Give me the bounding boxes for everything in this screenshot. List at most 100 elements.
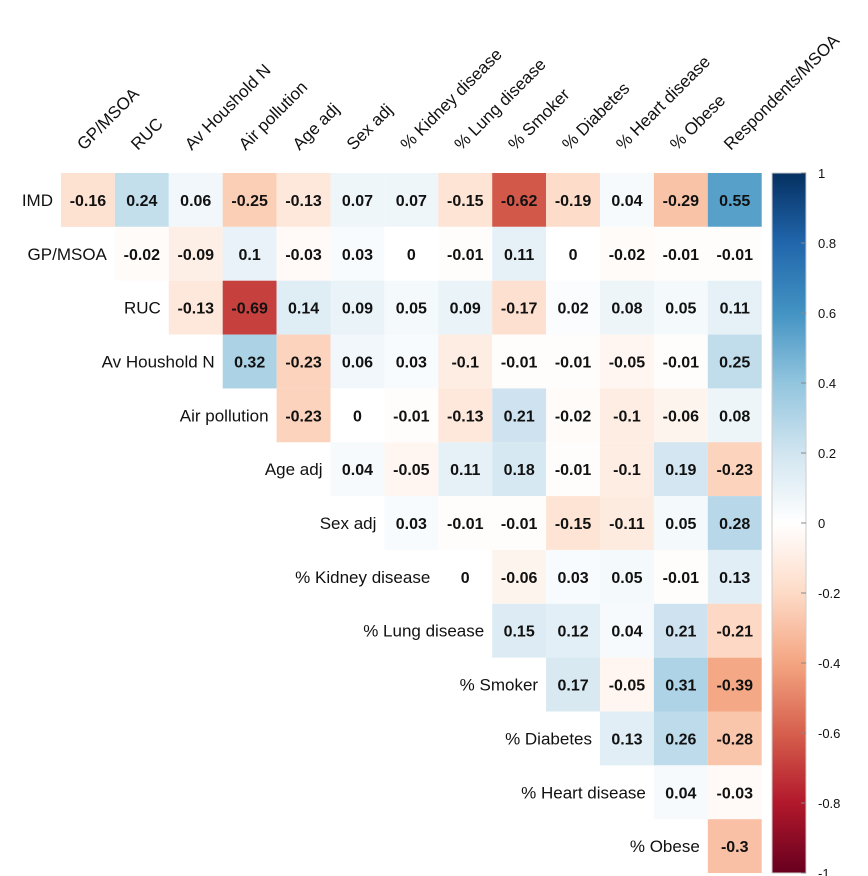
cell-value-label: 0.09 [342,301,373,318]
heatmap-cell [276,280,331,335]
cell-value-label: -0.15 [447,193,484,210]
cell-value-label: 0.21 [504,408,535,425]
heatmap-cell [168,173,223,227]
column-label: % Lung disease [451,55,550,154]
cell-value-label: -0.39 [717,678,754,695]
colorbar-tick-label: 1 [818,166,825,181]
cell-value-label: 0.03 [342,247,373,264]
row-label: % Kidney disease [295,568,430,587]
heatmap-cell [222,280,277,335]
cell-value-label: 0.05 [396,301,427,318]
heatmap-cell [707,657,762,712]
cell-value-label: 0.17 [557,678,588,695]
heatmap-cell [492,549,547,604]
row-label: GP/MSOA [28,245,108,264]
row-label: RUC [124,299,161,318]
heatmap-cell [546,442,600,497]
cell-value-label: -0.02 [609,247,646,264]
colorbar: 1 0.8 0.6 0.4 0.2 0 -0.2 -0.4 -0.6 -0.8 -1 [771,166,840,876]
cell-value-label: -0.01 [555,354,592,371]
cell-value-label: -0.19 [555,193,592,210]
cell-value-label: -0.01 [555,462,592,479]
colorbar-tick-label: -0.6 [818,726,840,741]
heatmap-cell [653,657,708,712]
cell-value-label: 0.26 [665,731,696,748]
cell-value-label: -0.05 [609,678,646,695]
heatmap-cell [600,442,654,497]
cell-value-label: 0.25 [719,354,750,371]
heatmap-cell [276,226,331,281]
colorbar-tick-label: 0 [818,516,825,531]
cell-value-label: 0.32 [234,354,265,371]
heatmap-cell [114,173,169,227]
cell-value-label: 0.08 [611,301,642,318]
heatmap-cell [600,496,654,550]
cell-value-label: -0.02 [555,408,592,425]
heatmap-cell [707,280,762,335]
heatmap-cell [492,226,547,281]
column-label: % Heart disease [612,52,714,154]
cell-value-label: -0.03 [717,785,754,802]
heatmap-cell [707,226,762,281]
heatmap-cell [653,765,708,820]
heatmap-cell [600,711,654,766]
cell-value-label: -0.29 [663,193,700,210]
cell-value-label: -0.13 [178,301,215,318]
cell-value-label: 0.13 [719,570,750,587]
heatmap-cell [546,603,600,658]
heatmap-cell [546,657,600,712]
colorbar-tick-label: -1 [818,866,830,876]
column-label: Age adj [289,100,343,154]
colorbar-tick-label: 0.4 [818,376,836,391]
cell-value-label: -0.25 [231,193,268,210]
cell-value-label: 0.31 [665,678,696,695]
heatmap-cell [222,173,277,227]
heatmap-cell [600,388,654,443]
heatmap-cell [707,173,762,227]
heatmap-cell [222,334,277,389]
heatmap-cell [492,496,547,550]
heatmap-cell [546,226,600,281]
row-label: % Lung disease [363,622,484,641]
cell-value-label: -0.06 [663,408,700,425]
heatmap-cell [492,173,547,227]
heatmap-cell [384,496,439,550]
heatmap-cell [707,388,762,443]
cell-value-label: -0.01 [663,570,700,587]
cell-value-label: 0.15 [504,624,535,641]
cell-value-label: -0.01 [663,354,700,371]
heatmap-cell [600,334,654,389]
cell-value-label: 0.21 [665,624,696,641]
row-label: % Smoker [460,676,539,695]
row-label: Sex adj [320,514,377,533]
cell-value-label: -0.01 [501,516,538,533]
heatmap-cell [653,711,708,766]
heatmap-cell [653,496,708,550]
heatmap-cell [276,173,331,227]
heatmap-cell [546,549,600,604]
heatmap-cell [438,388,493,443]
cell-value-label: 0.04 [342,462,373,479]
heatmap-cell [384,334,439,389]
heatmap-cell [707,711,762,766]
cell-value-label: 0.11 [720,301,750,318]
cell-value-label: 0.07 [342,193,373,210]
heatmap-cell [330,226,385,281]
cell-value-label: 0.09 [450,301,481,318]
heatmap-cell [492,442,547,497]
cell-value-label: -0.09 [178,247,215,264]
heatmap-cell [330,334,385,389]
heatmap-cell [438,496,493,550]
cell-value-label: 0.11 [504,247,534,264]
cell-value-label: 0.55 [719,193,750,210]
cell-value-label: 0.05 [665,516,696,533]
heatmap-cell [546,334,600,389]
heatmap-cell [276,388,331,443]
heatmap-cell [492,280,547,335]
colorbar-tick-label: 0.2 [818,446,836,461]
heatmap-cell [600,603,654,658]
cell-value-label: 0.14 [288,301,319,318]
cell-value-label: -0.01 [501,354,538,371]
cell-value-label: 0.28 [719,516,750,533]
